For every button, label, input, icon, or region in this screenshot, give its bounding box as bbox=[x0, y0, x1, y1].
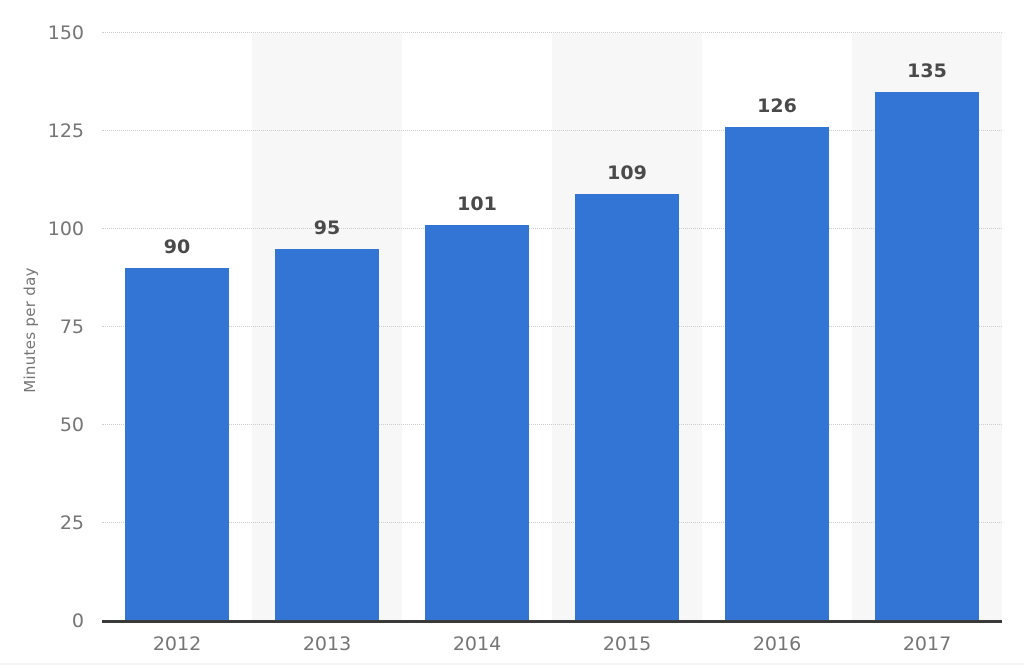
bar-value-label: 95 bbox=[313, 216, 341, 239]
bar-value-label: 101 bbox=[457, 193, 497, 216]
y-axis-tick-label: 100 bbox=[47, 218, 84, 240]
gridline bbox=[102, 32, 1002, 33]
gridline bbox=[102, 522, 1002, 523]
gridline bbox=[102, 326, 1002, 327]
gridline bbox=[102, 424, 1002, 425]
bar-2017[interactable] bbox=[875, 91, 979, 621]
bottom-divider bbox=[0, 663, 1024, 665]
x-axis-line bbox=[102, 619, 1002, 623]
bar-value-label: 135 bbox=[907, 59, 947, 82]
x-axis-label-2013: 2013 bbox=[302, 633, 352, 655]
bar-value-label: 109 bbox=[607, 161, 647, 184]
y-axis-tick-label: 0 bbox=[71, 610, 84, 632]
bar-2015[interactable] bbox=[575, 193, 679, 621]
gridline bbox=[102, 130, 1002, 131]
bar-2014[interactable] bbox=[425, 225, 529, 621]
bar-value-label: 126 bbox=[757, 95, 797, 118]
y-axis-tick-label: 150 bbox=[47, 22, 84, 44]
x-axis-label-2014: 2014 bbox=[452, 633, 502, 655]
y-axis-tick-label: 75 bbox=[59, 316, 84, 338]
y-axis-tick-label: 125 bbox=[47, 120, 84, 142]
x-axis-label-2012: 2012 bbox=[152, 633, 202, 655]
bar-2012[interactable] bbox=[125, 268, 229, 621]
bar-value-label: 90 bbox=[163, 236, 191, 259]
x-axis-label-2016: 2016 bbox=[752, 633, 802, 655]
y-axis-tick-label: 50 bbox=[59, 414, 84, 436]
y-axis-tick-label: 25 bbox=[59, 512, 84, 534]
bar-2016[interactable] bbox=[725, 127, 829, 621]
x-axis-label-2015: 2015 bbox=[602, 633, 652, 655]
x-axis-label-2017: 2017 bbox=[902, 633, 952, 655]
gridline bbox=[102, 228, 1002, 229]
bar-2013[interactable] bbox=[275, 248, 379, 621]
